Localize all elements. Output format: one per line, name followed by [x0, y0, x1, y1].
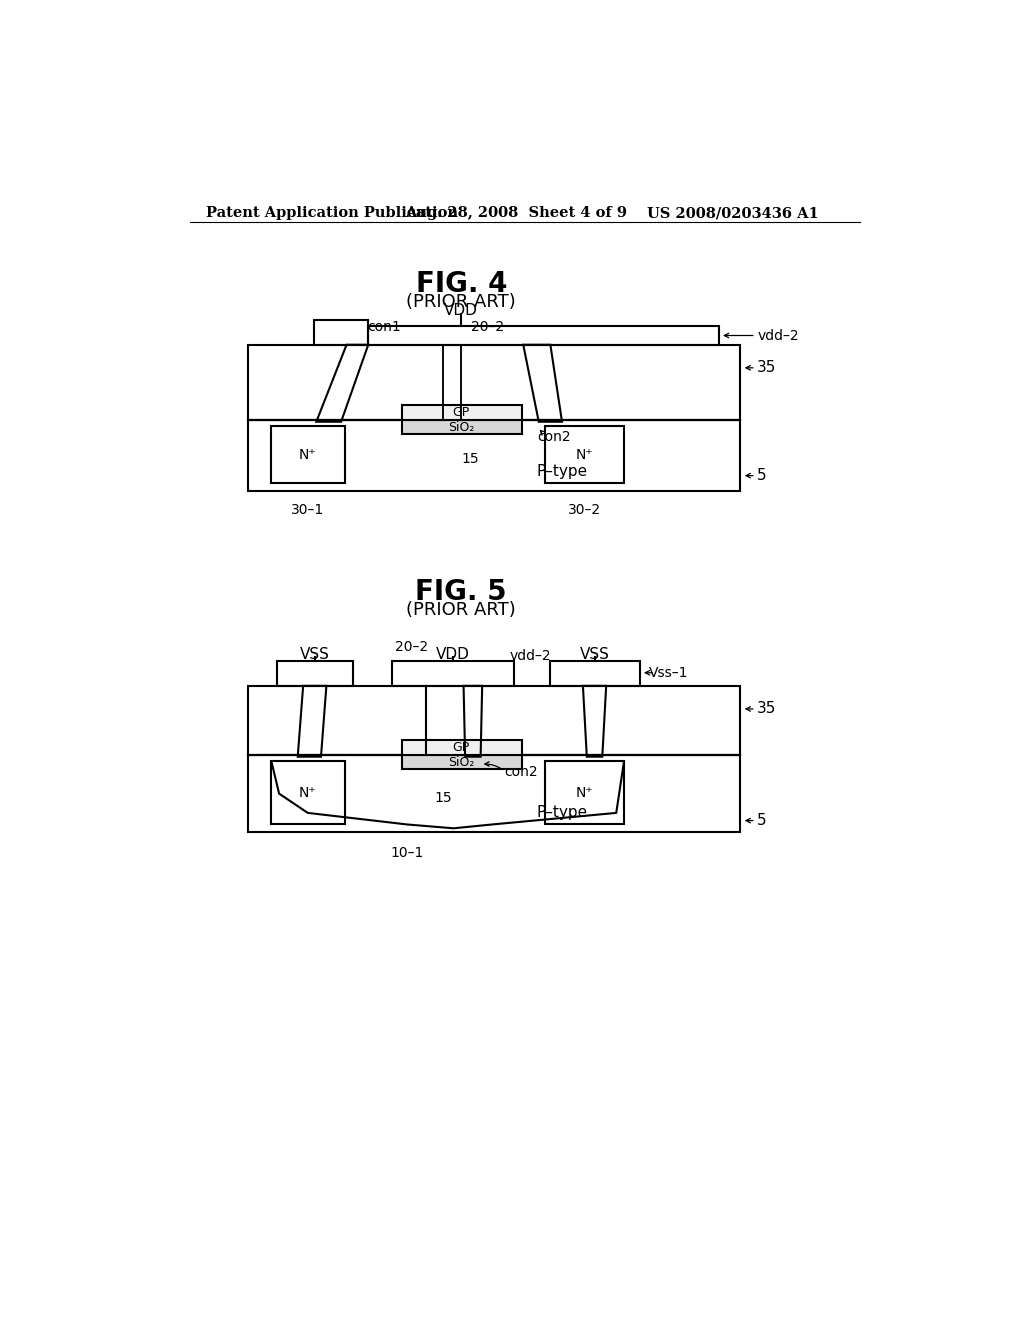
- Bar: [401, 739, 521, 755]
- Text: 20–2: 20–2: [395, 640, 428, 653]
- Bar: [271, 762, 345, 825]
- Bar: [248, 686, 740, 832]
- Text: N⁺: N⁺: [575, 447, 593, 462]
- Text: SiO₂: SiO₂: [449, 421, 474, 434]
- Text: 20–2: 20–2: [471, 321, 504, 334]
- Text: 30–2: 30–2: [568, 503, 601, 516]
- Text: N⁺: N⁺: [575, 785, 593, 800]
- Bar: [401, 755, 521, 770]
- Text: SiO₂: SiO₂: [449, 755, 474, 768]
- Text: N⁺: N⁺: [299, 785, 316, 800]
- Text: 35: 35: [758, 360, 776, 375]
- Text: 35: 35: [758, 701, 776, 717]
- Text: GP: GP: [453, 741, 470, 754]
- Text: P–type: P–type: [537, 805, 588, 821]
- Text: 10–1: 10–1: [390, 846, 424, 861]
- Text: con2: con2: [538, 430, 570, 444]
- Text: VDD: VDD: [436, 647, 470, 663]
- Bar: [314, 321, 369, 345]
- Text: VDD: VDD: [444, 304, 478, 318]
- Text: N⁺: N⁺: [299, 447, 316, 462]
- Text: vdd–2: vdd–2: [510, 649, 552, 663]
- Text: 15: 15: [461, 451, 479, 466]
- Bar: [391, 661, 514, 686]
- Text: 15: 15: [434, 791, 452, 804]
- Text: con1: con1: [367, 321, 400, 334]
- Text: Vss–1: Vss–1: [649, 665, 688, 680]
- Text: GP: GP: [453, 407, 470, 418]
- Text: con2: con2: [504, 766, 538, 779]
- Text: Aug. 28, 2008  Sheet 4 of 9: Aug. 28, 2008 Sheet 4 of 9: [406, 206, 628, 220]
- Text: FIG. 4: FIG. 4: [416, 271, 507, 298]
- Text: (PRIOR ART): (PRIOR ART): [407, 293, 516, 312]
- Text: FIG. 5: FIG. 5: [416, 578, 507, 606]
- Bar: [276, 661, 352, 686]
- Text: VSS: VSS: [580, 647, 609, 663]
- Text: vdd–2: vdd–2: [758, 329, 799, 342]
- Bar: [369, 326, 719, 345]
- Bar: [550, 661, 640, 686]
- Bar: [401, 405, 521, 420]
- Text: 30–1: 30–1: [291, 503, 325, 516]
- Text: P–type: P–type: [537, 465, 588, 479]
- Text: VSS: VSS: [300, 647, 330, 663]
- Text: 5: 5: [758, 813, 767, 828]
- Text: 5: 5: [758, 469, 767, 483]
- Bar: [271, 426, 345, 483]
- Bar: [401, 420, 521, 434]
- Bar: [545, 426, 624, 483]
- Bar: [545, 762, 624, 825]
- Text: Patent Application Publication: Patent Application Publication: [206, 206, 458, 220]
- Bar: [248, 345, 740, 491]
- Text: US 2008/0203436 A1: US 2008/0203436 A1: [647, 206, 819, 220]
- Text: (PRIOR ART): (PRIOR ART): [407, 601, 516, 619]
